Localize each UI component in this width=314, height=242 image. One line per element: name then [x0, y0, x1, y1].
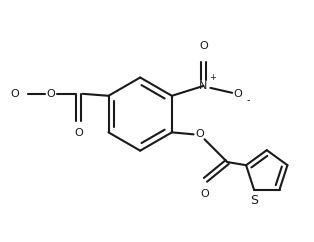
Text: O: O — [234, 89, 242, 99]
Text: O: O — [195, 129, 204, 139]
Text: O: O — [200, 189, 209, 199]
Text: O: O — [199, 41, 208, 51]
Text: N: N — [199, 81, 208, 91]
Text: O: O — [47, 89, 56, 99]
Text: -: - — [246, 95, 250, 105]
Text: S: S — [250, 194, 258, 207]
Text: +: + — [209, 73, 216, 82]
Text: O: O — [11, 89, 19, 99]
Text: O: O — [74, 129, 83, 138]
